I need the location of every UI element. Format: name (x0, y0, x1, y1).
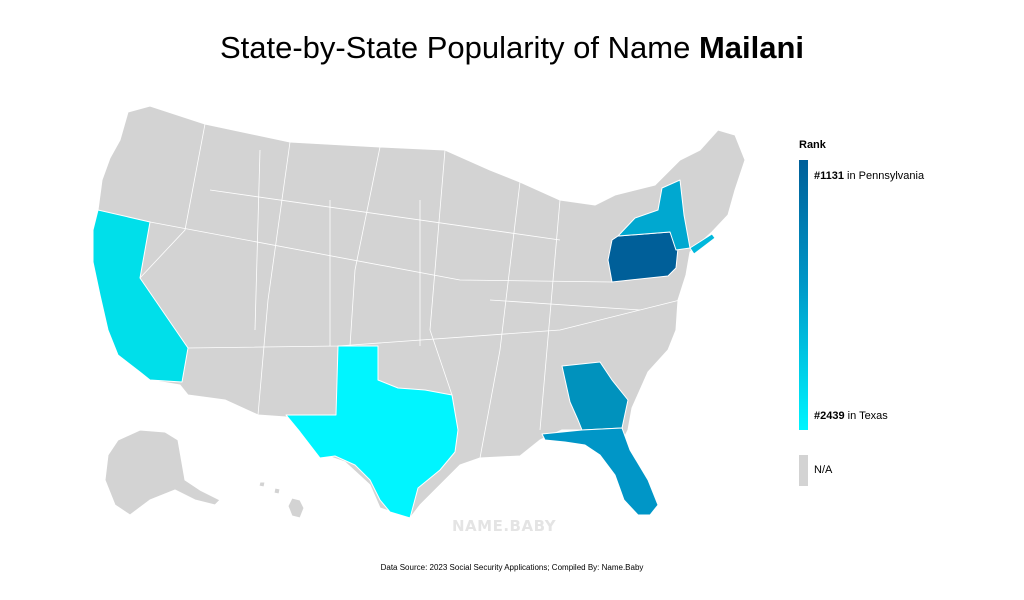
legend-bottom-rank: #2439 (814, 410, 845, 422)
state-pennsylvania (607, 231, 679, 283)
title-prefix: State-by-State Popularity of Name (219, 30, 699, 65)
legend-title: Rank (799, 139, 826, 151)
chart-title: State-by-State Popularity of Name Mailan… (0, 30, 1024, 66)
data-source: Data Source: 2023 Social Security Applic… (380, 563, 644, 572)
state-new-jersey (689, 233, 716, 255)
legend-na-swatch (799, 455, 808, 486)
legend-gradient-bar (799, 160, 808, 430)
title-name: Mailani (698, 30, 805, 65)
legend-bottom-label: #2439 in Texas (814, 410, 888, 422)
alaska (104, 429, 221, 516)
hawaii (258, 481, 305, 519)
legend-bottom-state: in Texas (844, 410, 888, 422)
watermark-logo: NAME.BABY (452, 517, 557, 535)
legend-top-state: in Pennsylvania (843, 170, 925, 182)
legend-top-label: #1131 in Pennsylvania (814, 170, 924, 182)
state-new-york (617, 179, 691, 251)
state-florida (541, 427, 659, 516)
state-texas (285, 345, 459, 519)
legend-na-label: N/A (814, 464, 833, 476)
legend-top-rank: #1131 (814, 170, 844, 182)
